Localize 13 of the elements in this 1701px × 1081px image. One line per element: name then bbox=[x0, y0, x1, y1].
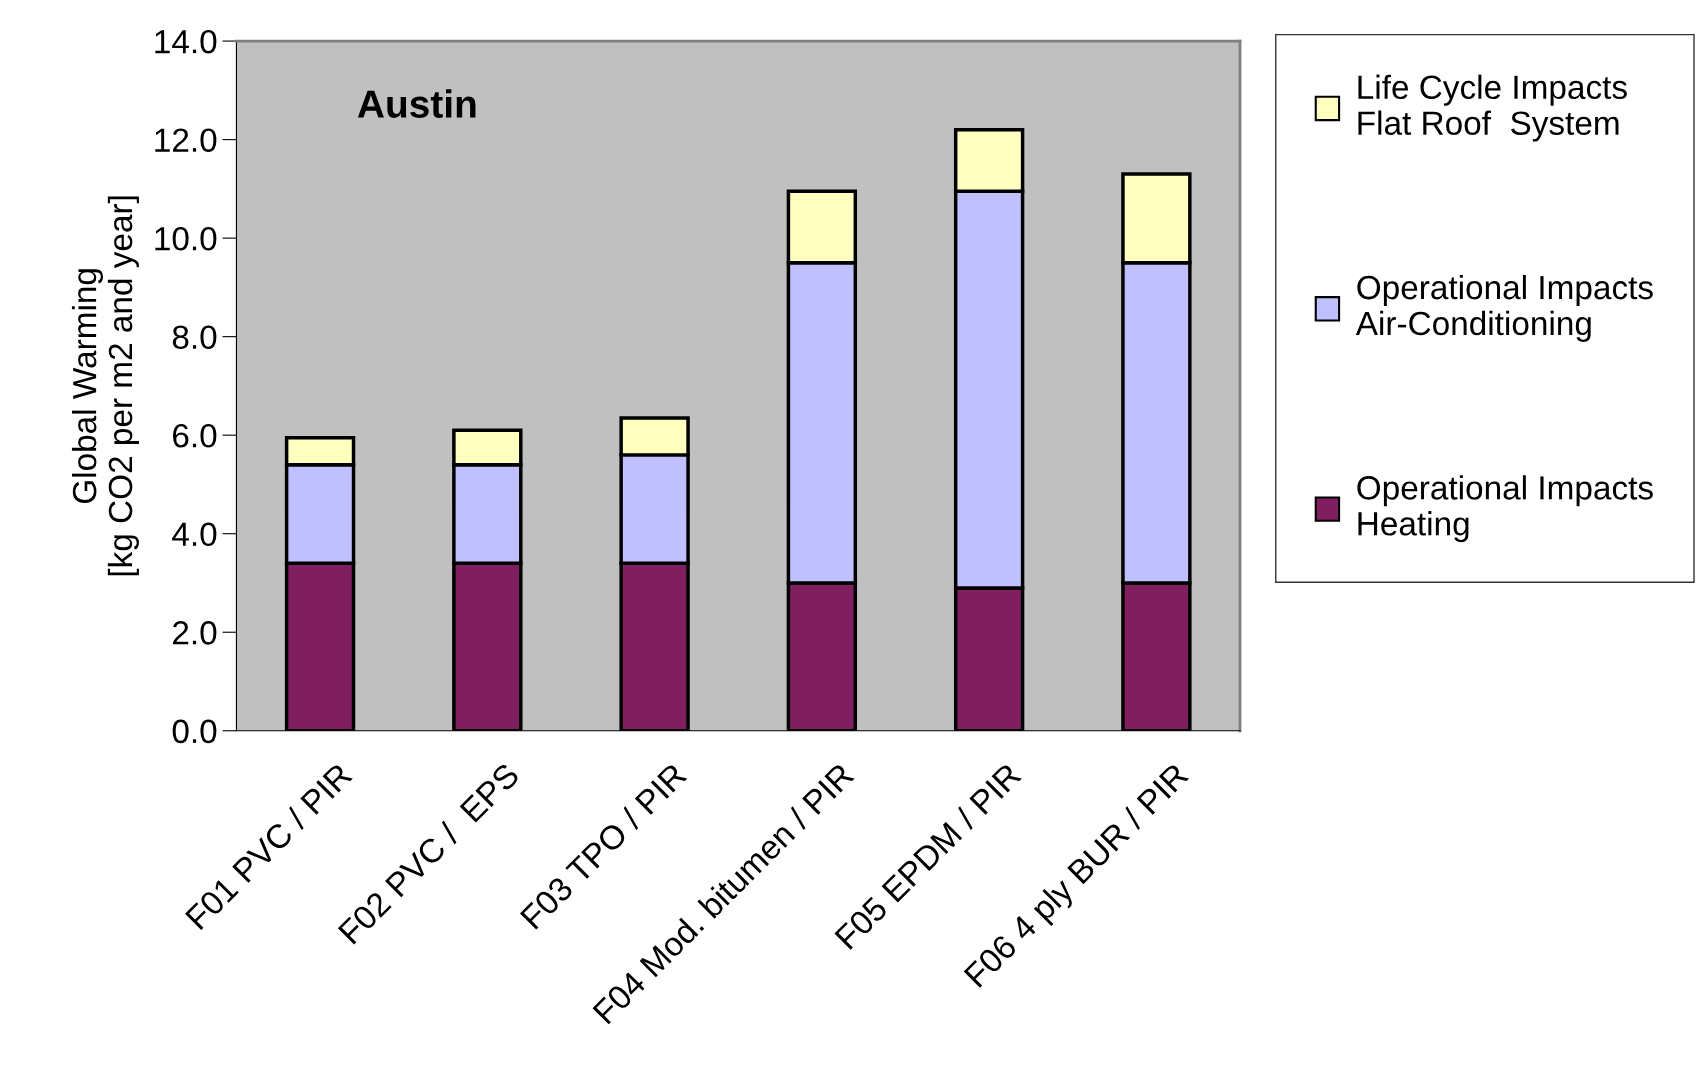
y-tick-label: 6.0 bbox=[173, 423, 217, 448]
legend-label: Operational Impacts Air-Conditioning bbox=[1355, 274, 1653, 342]
y-tick-label: 8.0 bbox=[172, 325, 217, 350]
y-tick-label: 12.0 bbox=[155, 128, 217, 153]
y-tick-label: 2.0 bbox=[173, 621, 217, 645]
text: Austin bbox=[357, 89, 476, 118]
y-tick-label: 0.0 bbox=[172, 719, 217, 744]
y-tick-label: 14.0 bbox=[155, 29, 217, 54]
y-tick-label: 10.0 bbox=[155, 226, 217, 251]
legend-label: Operational Impacts Heating bbox=[1357, 475, 1653, 543]
y-axis-title: Global Warming [kg CO2 per m2 and year] bbox=[71, 196, 139, 576]
y-tick-label: 4.0 bbox=[172, 522, 217, 547]
legend-label: Life Cycle Impacts Flat Roof System bbox=[1358, 74, 1627, 142]
